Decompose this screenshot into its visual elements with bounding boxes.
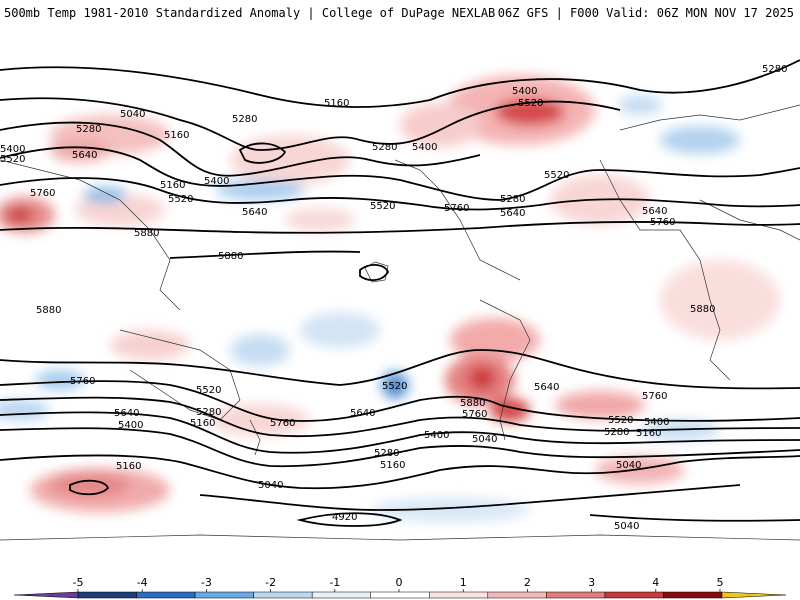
- contour-label: 5400: [118, 420, 143, 431]
- colorbar-tick-label: -1: [329, 576, 340, 589]
- contour-label: 5400: [412, 142, 437, 153]
- colorbar: -5 -4 -3 -2 -1 0 1 2 3 4 5: [13, 576, 787, 599]
- contour-label: 5640: [242, 207, 267, 218]
- colorbar-tick-label: 2: [524, 576, 531, 589]
- colorbar-segment: [546, 591, 606, 599]
- coastlines: [0, 104, 800, 541]
- contour-label: 5520: [196, 385, 221, 396]
- contour-label: 5760: [642, 391, 667, 402]
- colorbar-segment: [253, 591, 313, 599]
- contour-label: 5520: [0, 154, 25, 165]
- header: 500mb Temp 1981-2010 Standardized Anomal…: [0, 0, 800, 28]
- contour-label: 5280: [372, 142, 397, 153]
- contour-label: 5400: [0, 144, 25, 155]
- contour-label: 5160: [324, 98, 349, 109]
- contour-label: 5520: [382, 381, 407, 392]
- contour-label: 5520: [544, 170, 569, 181]
- contour-label: 5760: [30, 188, 55, 199]
- contour-label: 5880: [36, 305, 61, 316]
- colorbar-segment: [136, 591, 196, 599]
- contour-label: 5160: [116, 461, 141, 472]
- colorbar-segment: [721, 591, 787, 599]
- contour-label: 5040: [616, 460, 641, 471]
- contour-label: 5040: [120, 109, 145, 120]
- colorbar-tick-label: 1: [460, 576, 467, 589]
- colorbar-segment: [13, 591, 79, 599]
- colorbar-segment: [370, 591, 430, 599]
- colorbar-tick-label: -3: [201, 576, 212, 589]
- contour-label: 5280: [374, 448, 399, 459]
- contour-label: 5160: [190, 418, 215, 429]
- contour-label: 5040: [472, 434, 497, 445]
- contour-label: 5280: [196, 407, 221, 418]
- contour-label: 5400: [424, 430, 449, 441]
- colorbar-tick-label: 0: [396, 576, 403, 589]
- height-contours: [0, 59, 800, 527]
- contour-label: 5880: [218, 251, 243, 262]
- contour-label: 5640: [642, 206, 667, 217]
- contour-label: 5880: [460, 398, 485, 409]
- colorbar-tick-label: 5: [717, 576, 724, 589]
- colorbar-segment: [77, 591, 137, 599]
- anomaly-map: 5280 5040 5280 5160 5400 5520 5640 5160 …: [0, 41, 800, 559]
- colorbar-ticks: -5 -4 -3 -2 -1 0 1 2 3 4 5: [73, 576, 724, 592]
- contour-label: 5280: [500, 194, 525, 205]
- contour-label: 5400: [644, 417, 669, 428]
- contour-labels: 5280 5040 5280 5160 5400 5520 5640 5160 …: [0, 64, 787, 532]
- colorbar-tick-label: -2: [265, 576, 276, 589]
- colorbar-tick-label: -4: [137, 576, 148, 589]
- colorbar-segment: [194, 591, 254, 599]
- contour-label: 5760: [650, 217, 675, 228]
- contour-label: 5760: [270, 418, 295, 429]
- colorbar-segments: [13, 591, 787, 599]
- contour-label: 5520: [518, 98, 543, 109]
- contour-label: 5280: [604, 427, 629, 438]
- contour-label: 5280: [76, 124, 101, 135]
- contour-label: 5160: [160, 180, 185, 191]
- contour-label: 5280: [762, 64, 787, 75]
- contour-label: 5880: [134, 228, 159, 239]
- contour-label: 4920: [332, 512, 357, 523]
- colorbar-tick-label: 3: [588, 576, 595, 589]
- contour-label: 5640: [350, 408, 375, 419]
- contour-label: 5040: [258, 480, 283, 491]
- contour-label: 5280: [232, 114, 257, 125]
- contour-label: 5160: [636, 428, 661, 439]
- colorbar-segment: [311, 591, 371, 599]
- contour-label: 5640: [114, 408, 139, 419]
- colorbar-segment: [663, 591, 723, 599]
- contour-label: 5400: [204, 176, 229, 187]
- contour-label: 5760: [70, 376, 95, 387]
- colorbar-tick-label: -5: [73, 576, 84, 589]
- run-info: 06Z GFS | F000 Valid: 06Z MON NOV 17 202…: [497, 6, 794, 20]
- contour-label: 5520: [608, 415, 633, 426]
- contour-label: 5520: [168, 194, 193, 205]
- map-title: 500mb Temp 1981-2010 Standardized Anomal…: [4, 6, 496, 20]
- contour-label: 5400: [512, 86, 537, 97]
- contour-label: 5760: [462, 409, 487, 420]
- colorbar-segment: [487, 591, 547, 599]
- contour-label: 5160: [164, 130, 189, 141]
- contour-label: 5040: [614, 521, 639, 532]
- contour-label: 5640: [500, 208, 525, 219]
- colorbar-tick-label: 4: [652, 576, 659, 589]
- contour-label: 5160: [380, 460, 405, 471]
- contour-label: 5520: [370, 201, 395, 212]
- contour-label: 5760: [444, 203, 469, 214]
- contour-label: 5640: [534, 382, 559, 393]
- colorbar-segment: [604, 591, 664, 599]
- colorbar-segment: [429, 591, 489, 599]
- contour-label: 5880: [690, 304, 715, 315]
- contour-label: 5640: [72, 150, 97, 161]
